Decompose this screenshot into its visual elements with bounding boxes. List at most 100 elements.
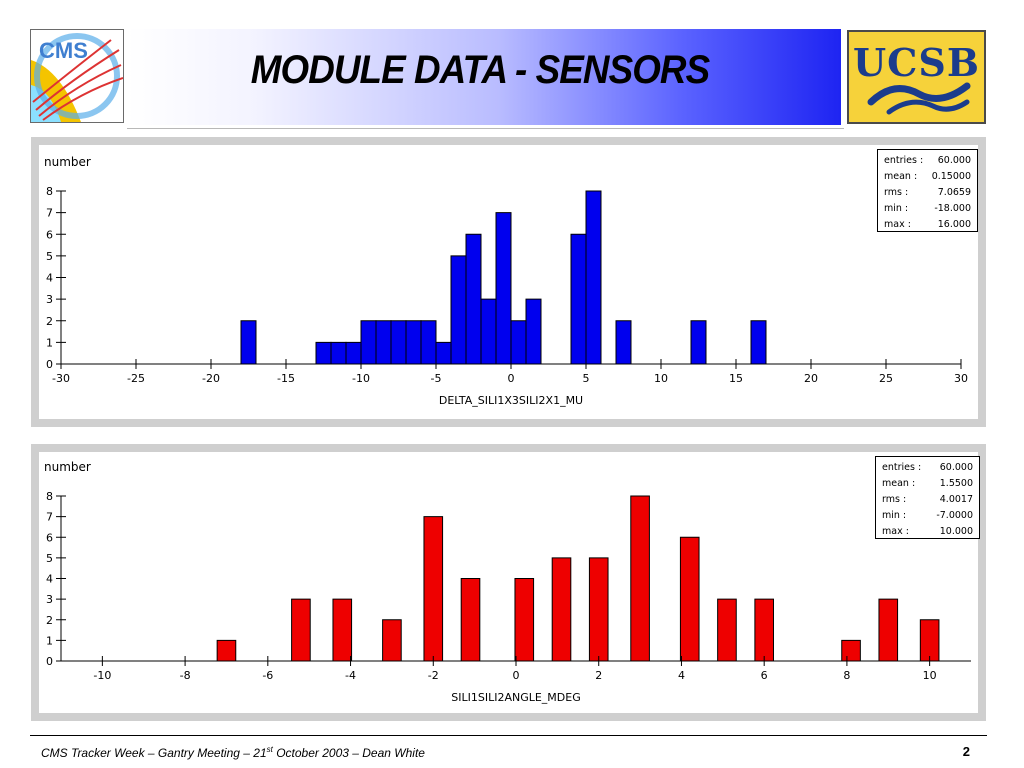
histogram-bar	[216, 639, 237, 662]
x-tick-label: 10	[923, 669, 937, 682]
page-number: 2	[962, 744, 970, 759]
histogram-plot-1: 0 1 2 3 4 5 6 7 8 -30 -25 -20 -15 -10 -5 0 5 10 15 20 25 30 nu…	[39, 145, 978, 419]
histogram-bar	[450, 255, 467, 365]
x-tick-label: -8	[180, 669, 191, 682]
y-tick-label: 1	[46, 634, 53, 647]
histogram-2-svg: 0 1 2 3 4 5 6 7 8 -10 -8 -6 -4 -2 0 2 4 6 8 10 number SILI1SI…	[44, 460, 971, 704]
histogram-bar	[435, 341, 452, 365]
x-tick-label: -10	[93, 669, 111, 682]
stats-row: entries : 60.000	[882, 460, 973, 476]
histogram-bar	[315, 341, 332, 365]
y-tick-label: 3	[46, 593, 53, 606]
x-tick-label: -15	[277, 372, 295, 385]
footer-caption-superscript: st	[266, 745, 273, 754]
x-tick-label: -20	[202, 372, 220, 385]
stats-row: entries : 60.000	[884, 153, 971, 169]
histogram-bar	[679, 536, 700, 662]
x-tick-label: 0	[513, 669, 520, 682]
stats-label: min :	[884, 203, 909, 214]
y-tick-label: 5	[46, 250, 53, 263]
cms-logo: CMS	[30, 29, 124, 123]
stats-row: max : 10.000	[882, 524, 973, 540]
histogram-bar	[514, 578, 535, 662]
stats-label: mean :	[884, 171, 918, 182]
stats-label: mean :	[882, 478, 916, 489]
histogram-bar	[332, 598, 353, 662]
x-tick-label: -6	[262, 669, 273, 682]
histogram-bar	[423, 516, 444, 662]
stats-value: 4.0017	[939, 494, 973, 505]
histogram-bar	[717, 598, 737, 662]
y-tick-label: 1	[46, 336, 53, 349]
histogram-bar	[750, 320, 767, 365]
stats-label: rms :	[882, 494, 907, 505]
header-divider	[127, 126, 844, 129]
x-tick-label: -4	[345, 669, 356, 682]
x-axis-label: DELTA_SILI1X3SILI2X1_MU	[439, 394, 583, 407]
stats-value: -18.000	[934, 203, 971, 214]
y-tick-label: 7	[46, 207, 53, 220]
stats-row: mean : 0.15000	[884, 169, 971, 185]
stats-value: 1.5500	[939, 478, 973, 489]
footer-caption-suffix: October 2003 – Dean White	[272, 746, 425, 760]
y-axis-label: number	[44, 155, 91, 169]
histogram-bar	[510, 320, 527, 365]
stats-row: mean : 1.5500	[882, 476, 973, 492]
x-axis-label: SILI1SILI2ANGLE_MDEG	[451, 691, 581, 704]
x-tick-label: 15	[729, 372, 743, 385]
y-tick-label: 8	[46, 490, 53, 503]
histogram-bar	[588, 557, 609, 662]
stats-box-1: entries : 60.000 mean : 0.15000 rms : 7.06…	[877, 149, 978, 232]
wave-icon	[867, 82, 971, 115]
histogram-bar	[570, 233, 587, 365]
histogram-1-svg: 0 1 2 3 4 5 6 7 8 -30 -25 -20 -15 -10 -5 0 5 10 15 20 25 30 nu…	[44, 155, 968, 407]
stats-value: 60.000	[939, 462, 973, 473]
y-tick-label: 0	[46, 358, 53, 371]
histogram-plot-2: 0 1 2 3 4 5 6 7 8 -10 -8 -6 -4 -2 0 2 4 6 8 10 number SILI1SI…	[39, 452, 980, 713]
x-tick-label: 5	[583, 372, 590, 385]
ucsb-logo: UCSB	[847, 30, 986, 124]
histogram-bar	[919, 619, 940, 662]
y-tick-label: 6	[46, 228, 53, 241]
y-tick-label: 2	[46, 614, 53, 627]
cms-logo-text: CMS	[39, 38, 88, 63]
y-tick-label: 4	[46, 272, 53, 285]
y-tick-label: 8	[46, 185, 53, 198]
x-tick-label: 25	[879, 372, 893, 385]
stats-row: rms : 4.0017	[882, 492, 973, 508]
stats-row: max : 16.000	[884, 217, 971, 233]
histogram-bar	[390, 320, 407, 365]
x-tick-label: 8	[843, 669, 850, 682]
x-tick-label: -25	[127, 372, 145, 385]
stats-value: -7.0000	[936, 510, 973, 521]
y-axis-label: number	[44, 460, 91, 474]
histogram-bar	[460, 578, 481, 662]
histogram-bar	[291, 598, 311, 662]
histogram-bar	[465, 233, 482, 365]
cms-logo-graphic: CMS	[31, 30, 123, 122]
y-tick-label: 2	[46, 315, 53, 328]
stats-value: 16.000	[937, 219, 971, 230]
x-tick-label: 30	[954, 372, 968, 385]
histogram-bar	[420, 320, 437, 365]
stats-row: min : -18.000	[884, 201, 971, 217]
y-tick-label: 6	[46, 531, 53, 544]
stats-label: entries :	[884, 155, 924, 166]
histogram-bar	[405, 320, 422, 365]
histogram-bar	[345, 341, 362, 365]
stats-label: max :	[882, 526, 909, 537]
histogram-bar	[480, 298, 497, 365]
y-tick-label: 3	[46, 293, 53, 306]
histogram-bar	[382, 619, 402, 662]
x-tick-label: 10	[654, 372, 668, 385]
stats-label: min :	[882, 510, 907, 521]
y-tick-label: 5	[46, 552, 53, 565]
histogram-bar	[585, 190, 602, 365]
histogram-bar	[841, 639, 861, 662]
histogram-bar	[878, 598, 899, 662]
x-tick-label: -2	[428, 669, 439, 682]
x-tick-label: -30	[52, 372, 70, 385]
stats-label: entries :	[882, 462, 922, 473]
stats-value: 0.15000	[931, 171, 971, 182]
y-tick-label: 0	[46, 655, 53, 668]
